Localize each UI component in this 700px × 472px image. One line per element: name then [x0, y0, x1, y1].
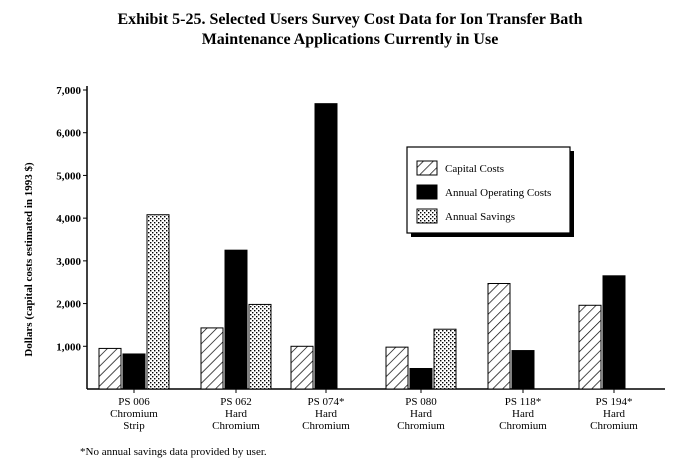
legend-swatch	[416, 208, 438, 224]
bar-crosshatch	[248, 303, 272, 390]
bar-diagonal	[578, 304, 602, 390]
y-tick-label: 4,000	[56, 213, 81, 225]
legend-swatch	[416, 184, 438, 200]
chart-title: Exhibit 5-25. Selected Users Survey Cost…	[0, 10, 700, 50]
bar-diagonal	[98, 347, 122, 390]
category-label: PS 074*	[308, 396, 345, 408]
category-label: Chromium	[110, 408, 158, 420]
bar-solid	[314, 103, 338, 390]
bar-solid	[511, 350, 535, 390]
chart-footnote: *No annual savings data provided by user…	[80, 446, 267, 458]
chart-title-line-2: Maintenance Applications Currently in Us…	[201, 31, 499, 48]
category-label: PS 080	[405, 396, 437, 408]
category-label: Chromium	[212, 420, 260, 432]
bar-diagonal	[385, 346, 409, 390]
y-tick-label: 2,000	[56, 299, 81, 311]
category-label: PS 194*	[596, 396, 633, 408]
category-label: PS 062	[220, 396, 252, 408]
category-label: PS 118*	[505, 396, 542, 408]
category-label: Hard	[603, 408, 625, 420]
category-label: Hard	[225, 408, 247, 420]
category-label: Chromium	[590, 420, 638, 432]
category-label: PS 006	[118, 396, 150, 408]
legend-label: Annual Savings	[445, 211, 515, 223]
y-axis-label: Dollars (capital costs estimated in 1993…	[23, 162, 35, 357]
bar-diagonal	[200, 327, 224, 390]
bar-solid	[122, 353, 146, 390]
category-label: Chromium	[499, 420, 547, 432]
bar-solid	[224, 249, 248, 390]
category-label: Hard	[512, 408, 534, 420]
chart-title-line-1: Exhibit 5-25. Selected Users Survey Cost…	[117, 11, 583, 28]
y-tick-label: 1,000	[56, 341, 81, 353]
bar-diagonal	[487, 282, 511, 390]
category-label: Chromium	[397, 420, 445, 432]
bar-solid	[602, 275, 626, 390]
category-label: Hard	[315, 408, 337, 420]
category-label: Chromium	[302, 420, 350, 432]
bar-crosshatch	[146, 214, 170, 390]
bar-solid	[409, 367, 433, 390]
y-tick-label: 6,000	[56, 128, 81, 140]
chart-axes: 1,000 2,000 3,000 4,000 5,000 6,000 7,000 Dolla…	[23, 85, 665, 390]
y-tick-label: 5,000	[56, 170, 81, 182]
y-tick-label: 3,000	[56, 256, 81, 268]
bar-diagonal	[290, 345, 314, 390]
category-label: Hard	[410, 408, 432, 420]
legend-swatch	[416, 160, 438, 176]
category-label: Strip	[123, 420, 145, 432]
y-tick-label: 7,000	[56, 85, 81, 97]
chart-bars	[98, 103, 626, 390]
bar-crosshatch	[433, 328, 457, 390]
legend-label: Annual Operating Costs	[445, 187, 551, 199]
legend-label: Capital Costs	[445, 163, 504, 175]
chart-legend: Capital Costs Annual Operating Costs Annua…	[406, 146, 574, 237]
